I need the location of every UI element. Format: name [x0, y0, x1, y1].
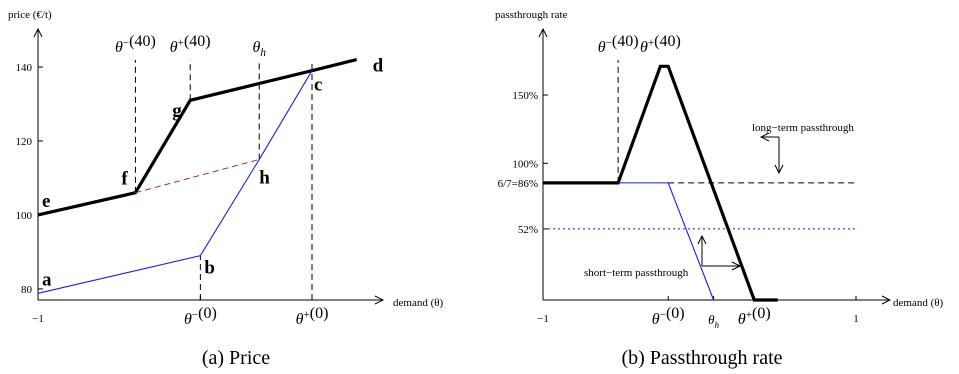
long-term-passthrough-line [543, 64, 778, 302]
x-tick-label: θh [708, 312, 719, 330]
y-tick-label: 6/7=86% [498, 178, 538, 190]
short-term-annotation: short−term passthrough [584, 267, 689, 279]
point-label-e: e [42, 191, 50, 212]
passthrough-panel: passthrough rate demand (θ) 150% 100% 6/7=86… [495, 9, 944, 369]
top-theta-label: θ−(40) [598, 33, 639, 56]
long-term-price-line [37, 58, 358, 217]
x-axis-label: demand (θ) [393, 297, 444, 309]
short-term-passthrough-line [618, 182, 715, 301]
y-tick-label: 80 [21, 284, 33, 296]
y-tick-label: 100 [16, 210, 33, 222]
long-term-annotation: long−term passthrough [752, 122, 854, 134]
y-axis-arrow [538, 27, 548, 38]
top-theta-label: θ+(40) [640, 33, 681, 56]
caption-passthrough: (b) Passthrough rate [621, 347, 782, 369]
point-label-f: f [121, 169, 128, 190]
point-label-c: c [314, 75, 322, 96]
top-theta-label: θ−(40) [115, 33, 156, 56]
x-tick-label: 1 [853, 313, 859, 325]
point-label-d: d [373, 56, 384, 77]
point-label-h: h [259, 167, 270, 188]
top-theta-label: θh [253, 39, 267, 59]
y-tick-label: 120 [16, 136, 33, 148]
top-theta-label: θ+(40) [170, 33, 211, 56]
long-term-arrowhead-2 [759, 132, 770, 142]
x-tick-label: θ−(0) [652, 305, 685, 328]
x-tick-label: −1 [537, 313, 549, 325]
x-tick-label: θ+(0) [296, 305, 329, 328]
y-tick-label: 150% [512, 90, 538, 102]
y-axis-label: passthrough rate [495, 9, 568, 21]
x-tick-label: θ−(0) [184, 305, 217, 328]
short-term-arrowhead [697, 234, 707, 245]
short-term-arrowhead-2 [731, 261, 742, 271]
y-tick-label: 100% [512, 158, 538, 170]
dashed-price-line [135, 158, 260, 194]
x-tick-label: −1 [32, 313, 44, 325]
y-axis-label: price (€/t) [8, 9, 52, 21]
y-tick-label: 52% [518, 224, 538, 236]
point-label-b: b [204, 258, 215, 279]
caption-price: (a) Price [202, 347, 270, 369]
price-panel: price (€/t) demand (θ) 80 100 120 140 −1 θ−(0) θ… [8, 9, 444, 369]
y-tick-label: 140 [16, 62, 33, 74]
short-term-price-line [37, 70, 313, 294]
y-axis-arrow [33, 27, 43, 38]
x-tick-label: θ+(0) [738, 305, 771, 328]
x-axis-arrow [374, 295, 385, 305]
point-label-a: a [42, 269, 52, 290]
x-axis-label: demand (θ) [893, 297, 944, 309]
long-term-arrowhead [774, 164, 784, 175]
point-label-g: g [172, 100, 182, 121]
x-axis-arrow [881, 295, 892, 305]
